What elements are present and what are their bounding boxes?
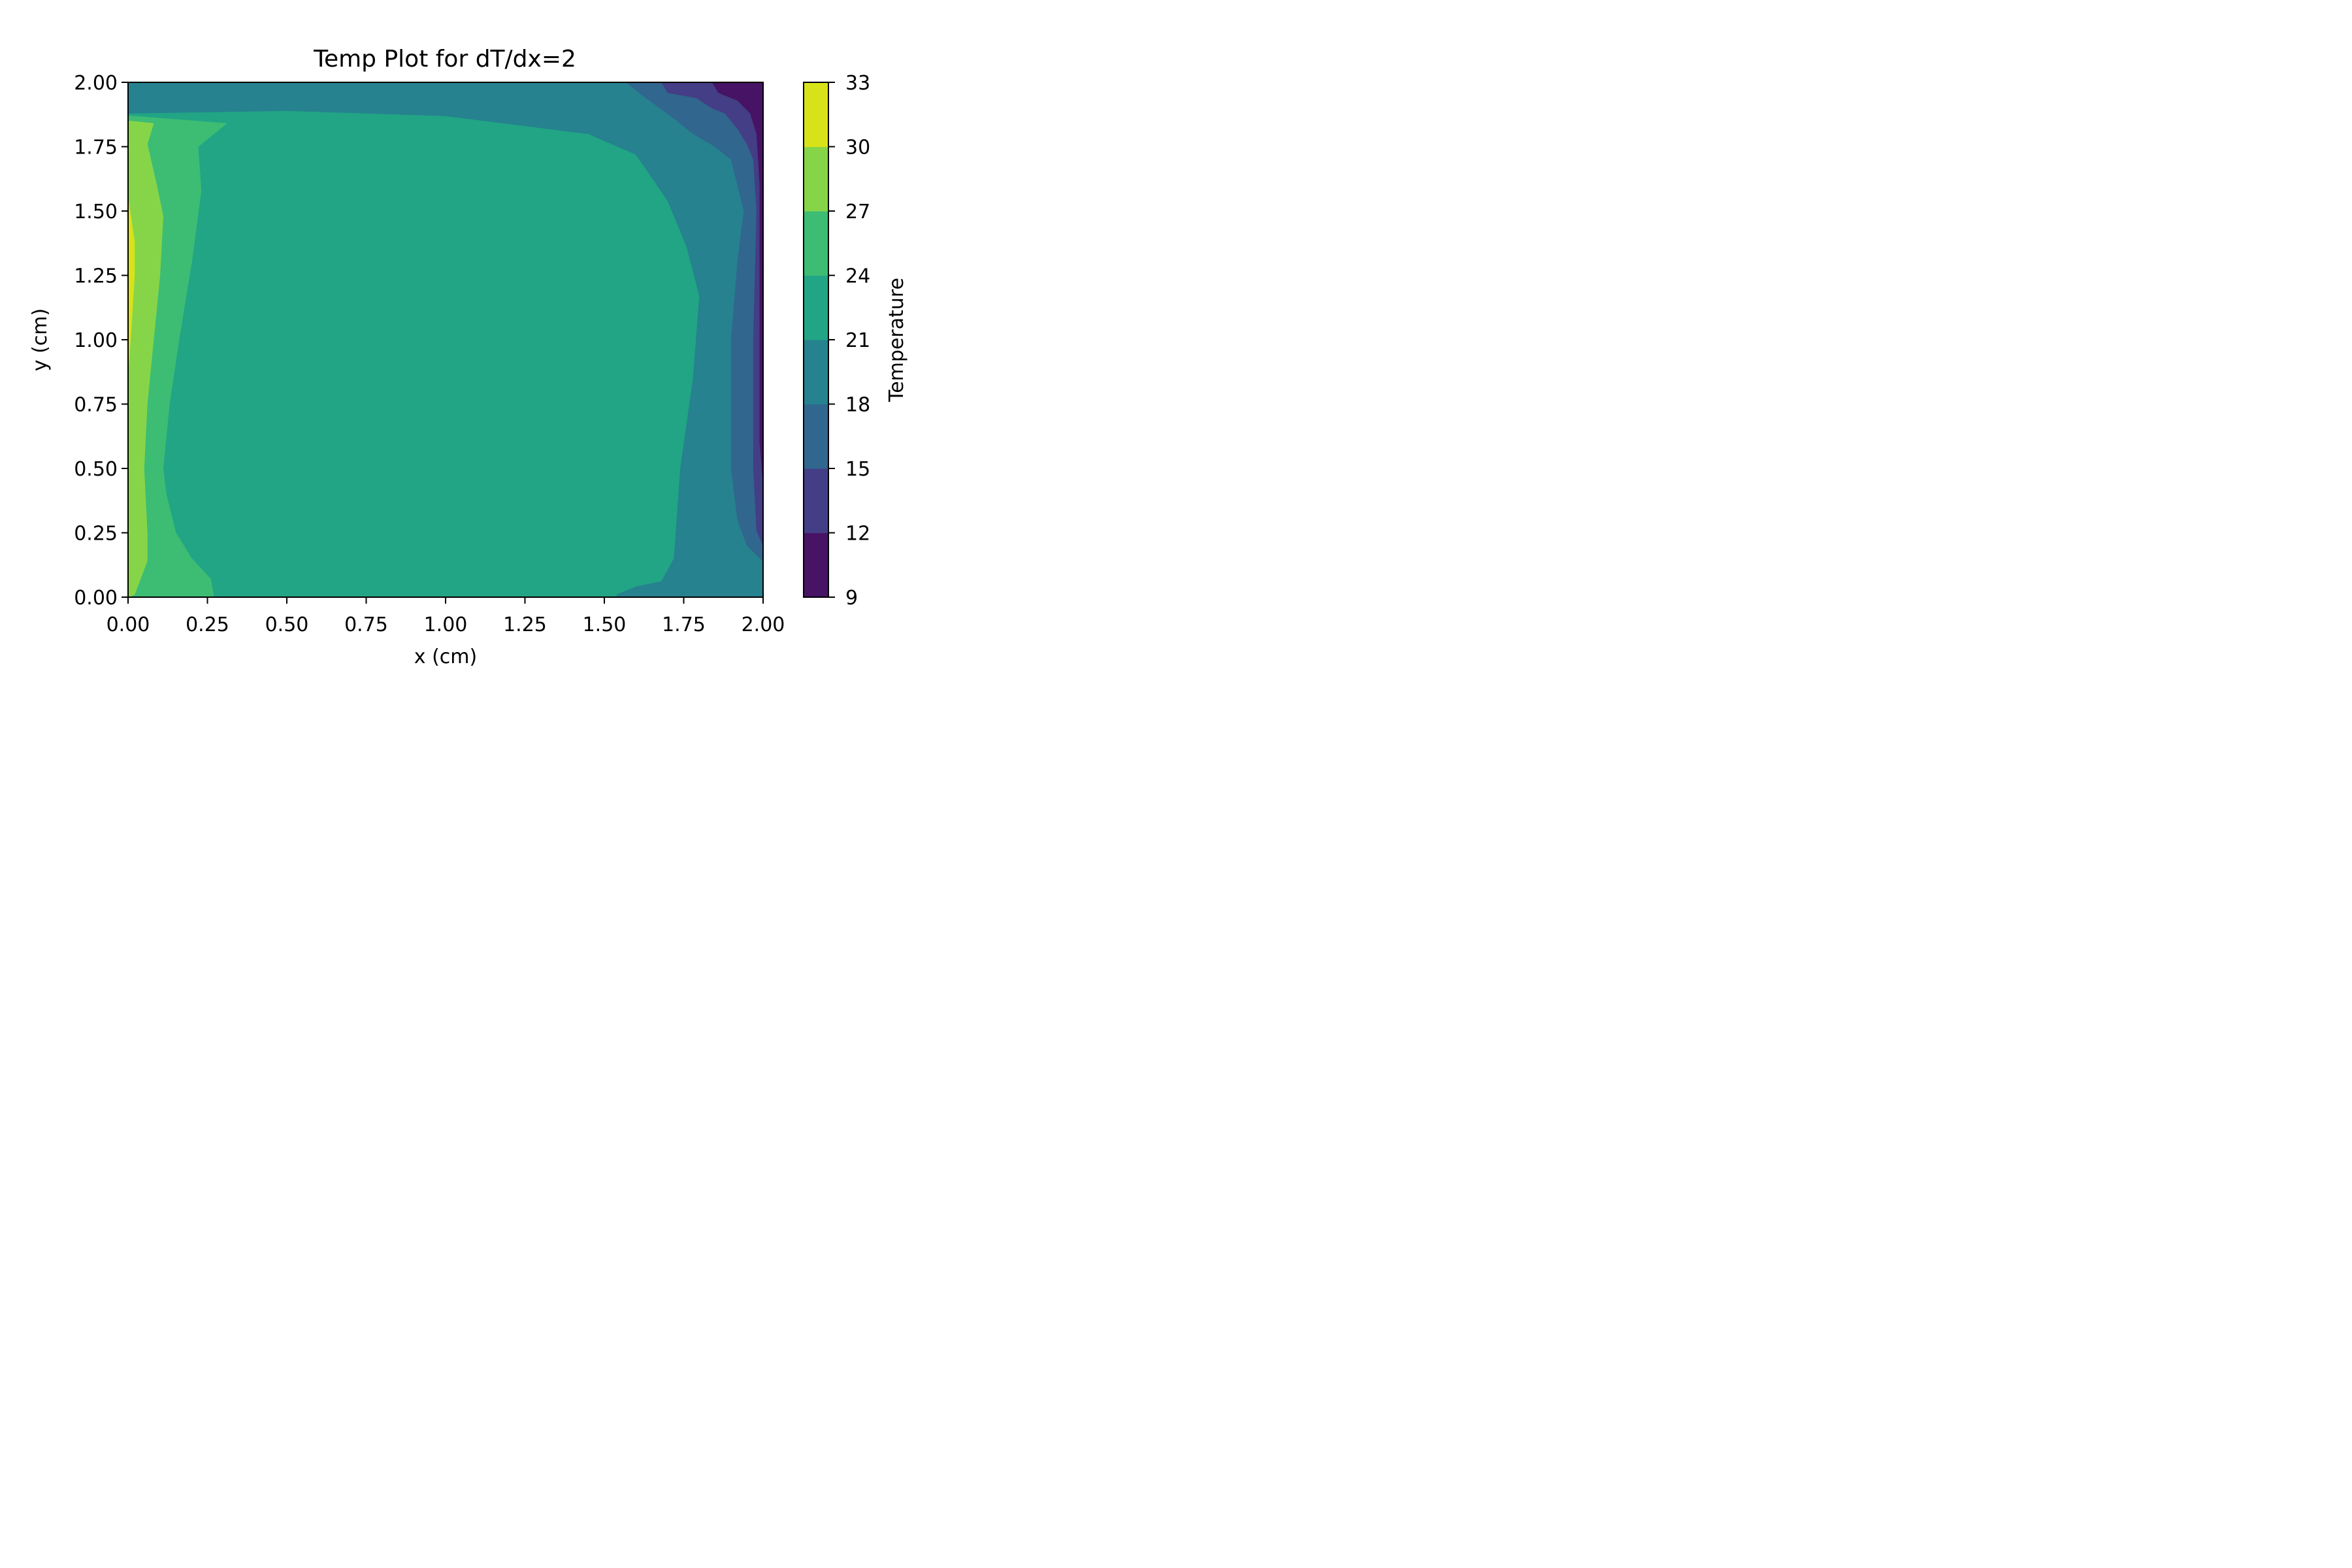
x-tick-label: 1.25 (503, 613, 547, 636)
colorbar-segment-21-24 (804, 275, 828, 340)
colorbar-tick-label: 27 (845, 201, 870, 223)
y-axis-label: y (cm) (29, 308, 52, 371)
colorbar-segment-9-12 (804, 532, 828, 598)
y-tick-label: 0.25 (74, 523, 118, 546)
x-tick-label: 0.75 (344, 613, 388, 636)
x-axis-label: x (cm) (414, 645, 477, 668)
x-tick-label: 1.75 (662, 613, 706, 636)
colorbar-tick-label: 21 (845, 329, 870, 352)
plot-area (127, 82, 764, 598)
colorbar (804, 82, 828, 598)
colorbar-segment-24-27 (804, 211, 828, 276)
colorbar-segment-12-15 (804, 468, 828, 533)
x-tick-label: 0.25 (186, 613, 229, 636)
colorbar-tick-label: 24 (845, 265, 870, 288)
x-tick-label: 1.50 (583, 613, 627, 636)
colorbar-tick-label: 30 (845, 137, 870, 159)
x-tick-label: 0.50 (265, 613, 309, 636)
x-tick-label: 2.00 (742, 613, 785, 636)
x-tick-label: 0.00 (106, 613, 150, 636)
x-tick-label: 1.00 (424, 613, 468, 636)
y-tick-label: 0.00 (74, 587, 118, 610)
colorbar-tick-label: 9 (845, 587, 858, 610)
colorbar-axis: 9 12 15 18 21 24 27 30 33 (828, 72, 870, 610)
colorbar-tick-label: 18 (845, 394, 870, 417)
contour-chart: Temp Plot for dT/dx=2 0.00 0.25 0.50 0.75 1.… (0, 0, 1009, 672)
colorbar-label: Temperature (885, 278, 908, 402)
y-tick-label: 0.75 (74, 394, 118, 417)
colorbar-tick-label: 15 (845, 458, 870, 481)
y-tick-label: 1.25 (74, 265, 118, 288)
x-axis: 0.00 0.25 0.50 0.75 1.00 1.25 1.50 1.75 2.00 (106, 597, 785, 636)
y-tick-label: 0.50 (74, 458, 118, 481)
y-tick-label: 1.00 (74, 329, 118, 352)
colorbar-segment-30-33 (804, 82, 828, 147)
y-tick-label: 2.00 (74, 72, 118, 95)
chart-svg: Temp Plot for dT/dx=2 0.00 0.25 0.50 0.75 1.… (29, 46, 908, 668)
colorbar-segment-18-21 (804, 340, 828, 404)
y-tick-label: 1.75 (74, 137, 118, 159)
colorbar-tick-label: 33 (845, 72, 870, 95)
colorbar-tick-label: 12 (845, 523, 870, 546)
contour-region-12-15 (661, 82, 764, 546)
colorbar-segment-15-18 (804, 404, 828, 469)
y-axis: 0.00 0.25 0.50 0.75 1.00 1.25 1.50 1.75 2.00 (74, 72, 128, 610)
y-tick-label: 1.50 (74, 201, 118, 223)
chart-title: Temp Plot for dT/dx=2 (313, 46, 576, 73)
colorbar-segment-27-30 (804, 146, 828, 212)
contour-region-27-30 (127, 120, 164, 598)
